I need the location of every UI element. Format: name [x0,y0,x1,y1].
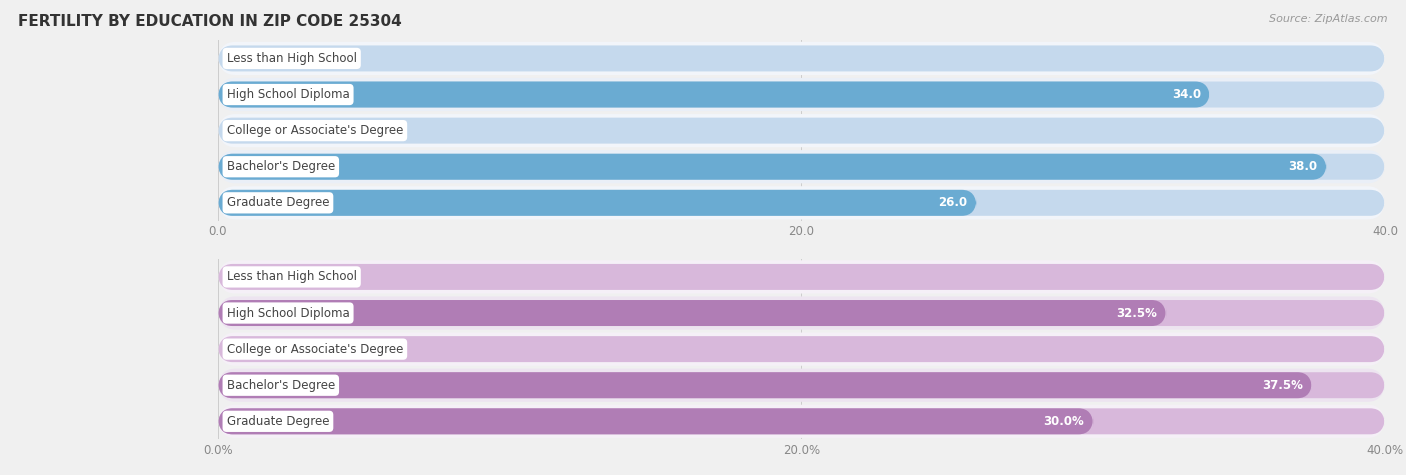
FancyBboxPatch shape [218,42,1385,75]
FancyBboxPatch shape [218,369,1385,402]
FancyBboxPatch shape [218,336,1385,362]
FancyBboxPatch shape [218,260,1385,294]
FancyBboxPatch shape [218,154,1385,180]
Text: 0.0%: 0.0% [232,270,262,284]
Text: Source: ZipAtlas.com: Source: ZipAtlas.com [1270,14,1388,24]
Text: 0.0: 0.0 [232,124,252,137]
FancyBboxPatch shape [218,154,1327,180]
FancyBboxPatch shape [218,408,1385,434]
Text: College or Associate's Degree: College or Associate's Degree [226,124,404,137]
Text: 30.0%: 30.0% [1043,415,1084,428]
Text: 34.0: 34.0 [1173,88,1201,101]
FancyBboxPatch shape [218,190,977,216]
Text: Less than High School: Less than High School [226,270,357,284]
FancyBboxPatch shape [218,296,1385,330]
FancyBboxPatch shape [218,190,1385,216]
FancyBboxPatch shape [218,372,1312,398]
FancyBboxPatch shape [218,78,1385,111]
FancyBboxPatch shape [218,118,1385,143]
Text: College or Associate's Degree: College or Associate's Degree [226,342,404,356]
FancyBboxPatch shape [218,332,1385,366]
Text: Less than High School: Less than High School [226,52,357,65]
Text: Graduate Degree: Graduate Degree [226,415,329,428]
FancyBboxPatch shape [218,372,1385,398]
FancyBboxPatch shape [218,405,1385,438]
FancyBboxPatch shape [218,300,1166,326]
Text: 38.0: 38.0 [1289,160,1317,173]
FancyBboxPatch shape [218,264,1385,290]
FancyBboxPatch shape [218,46,1385,71]
Text: High School Diploma: High School Diploma [226,88,350,101]
FancyBboxPatch shape [218,300,1385,326]
Text: 0.0%: 0.0% [232,342,262,356]
FancyBboxPatch shape [218,82,1209,107]
Text: Bachelor's Degree: Bachelor's Degree [226,160,335,173]
FancyBboxPatch shape [218,82,1385,107]
FancyBboxPatch shape [218,114,1385,147]
Text: 0.0: 0.0 [232,52,252,65]
Text: 26.0: 26.0 [939,196,967,209]
FancyBboxPatch shape [218,150,1385,183]
Text: Graduate Degree: Graduate Degree [226,196,329,209]
Text: Bachelor's Degree: Bachelor's Degree [226,379,335,392]
Text: 32.5%: 32.5% [1116,306,1157,320]
Text: FERTILITY BY EDUCATION IN ZIP CODE 25304: FERTILITY BY EDUCATION IN ZIP CODE 25304 [18,14,402,29]
Text: 37.5%: 37.5% [1263,379,1303,392]
Text: High School Diploma: High School Diploma [226,306,350,320]
FancyBboxPatch shape [218,408,1094,434]
FancyBboxPatch shape [218,186,1385,219]
